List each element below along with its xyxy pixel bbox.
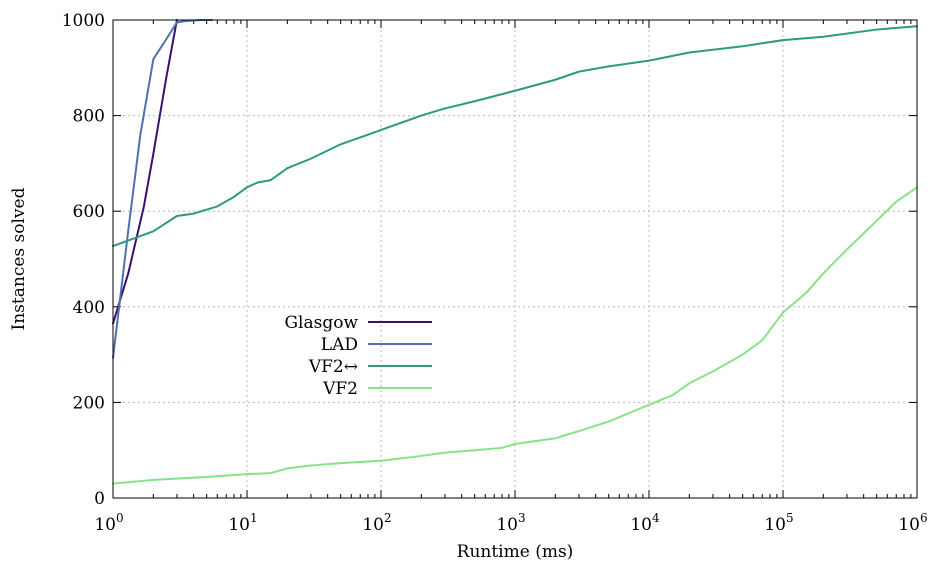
legend-label: LAD xyxy=(321,335,358,355)
x-tick-label: 100 xyxy=(94,511,123,535)
y-tick-label: 600 xyxy=(73,202,105,222)
plot-frame xyxy=(112,19,918,499)
x-tick-label: 104 xyxy=(630,511,660,535)
x-axis-label: Runtime (ms) xyxy=(457,542,574,562)
x-tick-label: 103 xyxy=(496,511,525,535)
label-layer: 100 101 102 103 104 105 106 0 200 400 600 800 1000 xyxy=(62,11,928,535)
y-tick-label: 800 xyxy=(73,107,105,127)
y-tick-label: 1000 xyxy=(62,11,105,31)
x-tick-label: 105 xyxy=(764,511,793,535)
legend-label: Glasgow xyxy=(284,313,358,333)
series-line-3 xyxy=(112,186,918,485)
series-line-1 xyxy=(112,19,214,359)
y-axis-label: Instances solved xyxy=(9,187,29,330)
x-tick-label: 106 xyxy=(898,511,927,535)
y-tick-label: 0 xyxy=(94,489,105,509)
y-tick-label: 400 xyxy=(73,298,105,318)
y-tick-label: 200 xyxy=(73,393,105,413)
legend-label: VF2 xyxy=(322,379,358,399)
legend-label: VF2↔ xyxy=(308,357,358,377)
x-tick-label: 101 xyxy=(228,511,257,535)
series-line-0 xyxy=(112,19,178,325)
series-line-2 xyxy=(112,25,918,248)
x-tick-label: 102 xyxy=(362,511,391,535)
grid-layer xyxy=(113,20,917,498)
